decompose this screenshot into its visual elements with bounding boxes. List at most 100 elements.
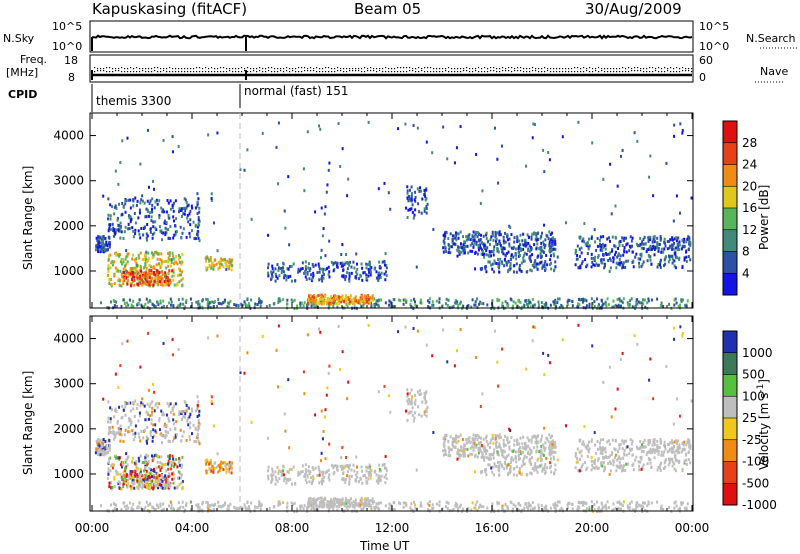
power-mark (354, 275, 357, 279)
velocity-mark (164, 483, 167, 487)
power-mark (101, 249, 104, 253)
velocity-mark (673, 506, 676, 510)
velocity-mark (185, 409, 188, 413)
velocity-mark (171, 472, 174, 476)
velocity-mark (397, 501, 400, 505)
velocity-mark (527, 438, 530, 442)
power-mark (326, 297, 329, 301)
power-mark (628, 299, 631, 303)
power-mark (631, 244, 634, 248)
nave-dot (331, 71, 333, 73)
velocity-mark (476, 500, 479, 504)
velocity-mark (109, 406, 112, 410)
nave-dot (472, 68, 474, 70)
power-mark (185, 235, 188, 239)
velocity-mark (174, 427, 177, 431)
power-mark (176, 262, 179, 266)
velocity-mark (447, 454, 450, 458)
velocity-mark (142, 474, 145, 478)
nave-dot (571, 68, 573, 70)
velocity-mark (525, 446, 528, 450)
power-mark (626, 301, 629, 305)
velocity-mark (187, 423, 190, 427)
power-mark (389, 300, 392, 304)
power-mark (618, 297, 621, 301)
power-mark (126, 301, 129, 305)
power-mark (126, 282, 129, 286)
velocity-mark (270, 475, 273, 479)
power-mark (227, 305, 230, 309)
velocity-mark (582, 500, 585, 504)
velocity-mark (168, 440, 171, 444)
velocity-mark (113, 506, 116, 510)
power-mark (455, 301, 458, 305)
velocity-mark (311, 498, 314, 502)
nave-dot (562, 71, 564, 73)
nave-dot (589, 71, 591, 73)
power-mark (276, 263, 279, 267)
power-mark (647, 238, 650, 242)
power-mark (332, 261, 335, 265)
power-mark (122, 260, 125, 264)
power-mark (642, 298, 645, 302)
power-mark (355, 252, 358, 256)
power-mark (683, 256, 686, 260)
velocity-mark (206, 459, 209, 463)
velocity-mark (443, 440, 446, 444)
power-mark (208, 259, 211, 263)
power-mark (442, 246, 445, 250)
velocity-mark (205, 500, 208, 504)
velocity-mark (123, 475, 126, 479)
velocity-mark (522, 450, 525, 454)
power-mark (206, 298, 209, 302)
power-mark (145, 266, 148, 270)
power-mark (501, 262, 504, 266)
nave-dot (523, 68, 525, 70)
power-mark (348, 274, 351, 278)
nave-dot (649, 71, 651, 73)
power-mark (635, 298, 638, 302)
velocity-mark (290, 482, 293, 486)
velocity-mark (348, 482, 351, 486)
velocity-mark (178, 413, 181, 417)
velocity-mark (552, 444, 555, 448)
power-mark (165, 227, 168, 231)
power-mark (129, 198, 132, 202)
velocity-mark (134, 424, 137, 428)
power-mark (533, 303, 536, 307)
velocity-mark (206, 505, 209, 509)
velocity-mark (167, 462, 170, 466)
power-mark (574, 263, 577, 267)
velocity-mark (135, 464, 138, 468)
nave-dot (178, 71, 180, 73)
power-mark (153, 250, 156, 254)
nsearch-label: N.Search (746, 32, 796, 45)
power-mark (147, 282, 150, 286)
power-mark (300, 301, 303, 305)
power-mark (585, 244, 588, 248)
power-mark (117, 228, 120, 232)
power-mark (171, 251, 174, 255)
power-mark (228, 264, 231, 268)
velocity-mark (344, 464, 347, 468)
power-mark (106, 247, 109, 251)
velocity-mark (315, 498, 318, 502)
power-mark (114, 232, 117, 236)
power-mark (449, 251, 452, 255)
velocity-mark (539, 439, 542, 443)
velocity-mark (345, 477, 348, 481)
velocity-mark (308, 472, 311, 476)
power-mark (460, 250, 463, 254)
power-mark (308, 269, 311, 273)
power-mark (131, 257, 134, 261)
velocity-mark (179, 428, 182, 432)
power-mark (287, 175, 290, 179)
power-mark (647, 297, 650, 301)
power-mark (534, 237, 537, 241)
power-mark (123, 272, 126, 276)
velocity-mark (412, 500, 415, 504)
power-mark (512, 270, 515, 274)
power-mark (350, 271, 353, 275)
velocity-mark (543, 506, 546, 510)
velocity-mark (367, 504, 370, 508)
